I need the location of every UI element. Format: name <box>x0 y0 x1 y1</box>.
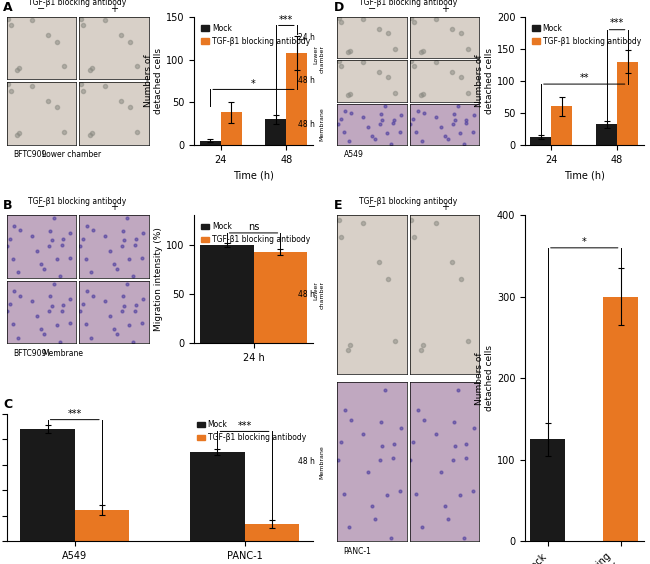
Text: BFTC909: BFTC909 <box>13 151 46 160</box>
Y-axis label: 24 h: 24 h <box>298 33 315 42</box>
Text: C: C <box>3 398 12 411</box>
Text: +: + <box>110 4 118 14</box>
Text: TGF-β1 blocking antibody: TGF-β1 blocking antibody <box>29 197 127 206</box>
Text: *: * <box>251 78 256 89</box>
Text: Lower
chamber: Lower chamber <box>313 45 324 73</box>
Text: −: − <box>368 202 376 213</box>
Y-axis label: Migration intensity (%): Migration intensity (%) <box>155 227 163 331</box>
Bar <box>20 429 75 541</box>
Text: ns: ns <box>248 222 259 232</box>
Y-axis label: 48 h: 48 h <box>298 76 315 85</box>
Bar <box>244 524 299 541</box>
Bar <box>200 245 254 343</box>
Y-axis label: Numbers of
detached cells: Numbers of detached cells <box>474 48 494 114</box>
Text: A549: A549 <box>344 151 363 160</box>
Bar <box>530 439 566 541</box>
Bar <box>254 252 307 343</box>
X-axis label: Time (h): Time (h) <box>564 170 604 180</box>
Bar <box>190 452 244 541</box>
Y-axis label: Numbers of
detached cells: Numbers of detached cells <box>474 345 494 411</box>
Text: E: E <box>334 200 343 213</box>
Text: −: − <box>37 4 46 14</box>
Y-axis label: 48 h: 48 h <box>298 457 315 466</box>
Text: TGF-β1 blocking antibody: TGF-β1 blocking antibody <box>29 0 127 7</box>
Text: **: ** <box>580 73 589 83</box>
Text: −: − <box>37 202 46 213</box>
Y-axis label: Numbers of
detached cells: Numbers of detached cells <box>144 48 163 114</box>
Text: +: + <box>441 202 448 213</box>
Bar <box>75 510 129 541</box>
Bar <box>530 137 551 145</box>
Legend: Mock, TGF-β1 blocking antibody: Mock, TGF-β1 blocking antibody <box>198 21 313 49</box>
Text: Membrane: Membrane <box>42 349 83 358</box>
Text: TGF-β1 blocking antibody: TGF-β1 blocking antibody <box>359 197 458 206</box>
Bar <box>596 125 617 145</box>
Bar <box>265 119 287 145</box>
Text: −: − <box>368 4 376 14</box>
Bar <box>287 53 307 145</box>
Text: Membrane: Membrane <box>319 445 324 479</box>
Bar <box>200 140 221 145</box>
Bar <box>221 112 242 145</box>
Text: ***: *** <box>610 19 624 28</box>
Text: TGF-β1 blocking antibody: TGF-β1 blocking antibody <box>359 0 458 7</box>
Bar <box>551 107 573 145</box>
Text: PANC-1: PANC-1 <box>344 547 372 556</box>
Legend: Mock, TGF-β1 blocking antibody: Mock, TGF-β1 blocking antibody <box>194 417 309 445</box>
Legend: Mock, TGF-β1 blocking antibody: Mock, TGF-β1 blocking antibody <box>198 219 313 247</box>
Text: Lower
chamber: Lower chamber <box>313 281 324 309</box>
Legend: Mock, TGF-β1 blocking antibody: Mock, TGF-β1 blocking antibody <box>529 21 644 49</box>
Text: Membrane: Membrane <box>319 107 324 141</box>
Text: +: + <box>441 4 448 14</box>
Text: ***: *** <box>237 421 252 431</box>
Text: Lower chamber: Lower chamber <box>42 151 101 160</box>
Text: ***: *** <box>280 15 293 25</box>
Text: ***: *** <box>68 409 82 420</box>
Y-axis label: 48 h: 48 h <box>298 290 315 299</box>
Bar <box>603 297 638 541</box>
Text: BFTC909: BFTC909 <box>13 349 46 358</box>
Y-axis label: 48 h: 48 h <box>298 120 315 129</box>
X-axis label: Time (h): Time (h) <box>233 170 274 180</box>
Text: D: D <box>334 1 345 14</box>
Text: B: B <box>3 200 13 213</box>
Text: A: A <box>3 1 13 14</box>
Bar <box>617 61 638 145</box>
Text: *: * <box>582 237 587 247</box>
Text: +: + <box>110 202 118 213</box>
